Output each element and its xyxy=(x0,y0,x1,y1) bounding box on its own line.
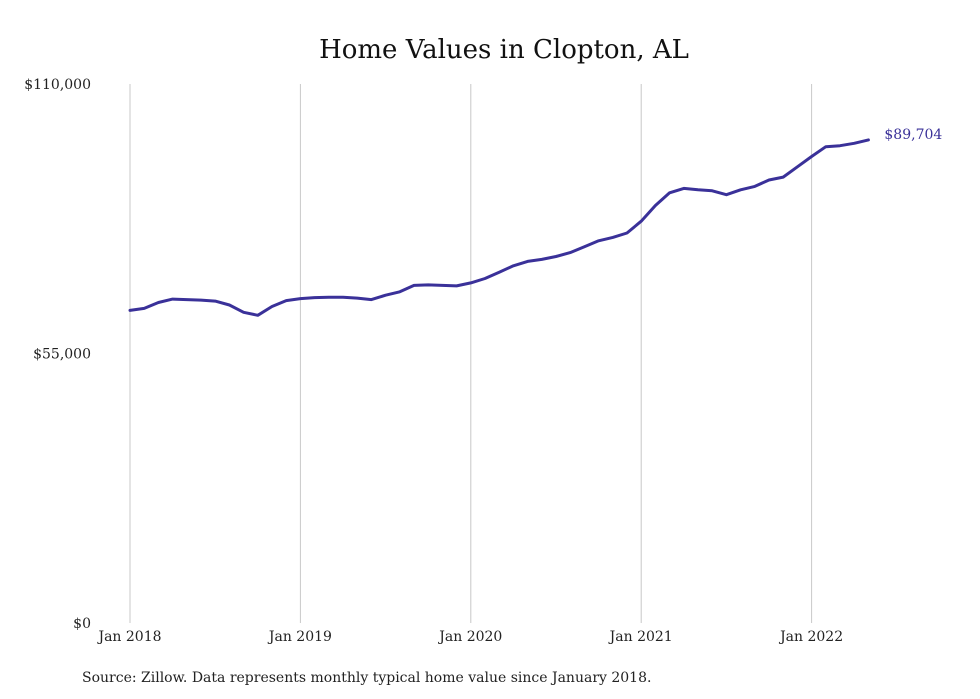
y-tick-label: $110,000 xyxy=(24,77,91,93)
x-tick-label: Jan 2022 xyxy=(778,629,843,645)
x-tick-label: Jan 2021 xyxy=(608,629,673,645)
x-tick-label: Jan 2018 xyxy=(96,629,161,645)
x-tick-label: Jan 2019 xyxy=(267,629,332,645)
series-layer xyxy=(128,138,870,317)
y-tick-label: $55,000 xyxy=(33,347,91,363)
grid-layer xyxy=(129,84,813,623)
y-tick-label: $0 xyxy=(73,616,91,632)
source-note: Source: Zillow. Data represents monthly … xyxy=(82,670,651,686)
x-tick-label: Jan 2020 xyxy=(437,629,502,645)
series-line-0 xyxy=(128,138,870,317)
x-axis-ticks: Jan 2018 Jan 2019 Jan 2020 Jan 2021 Jan 2022 xyxy=(96,629,843,645)
chart-title: Home Values in Clopton, AL xyxy=(319,35,689,65)
y-axis-ticks: $0 $55,000 $110,000 xyxy=(24,77,91,632)
end-value-label: $89,704 xyxy=(884,127,942,143)
